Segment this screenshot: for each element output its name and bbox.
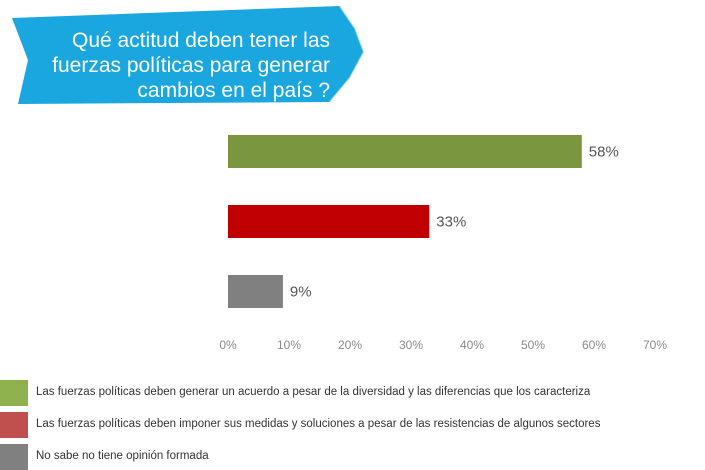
bar-chart: 58% 33% 9% 0% 10% 20% 30% 40% 50% 60% 70% bbox=[219, 135, 667, 352]
data-label-2: 33% bbox=[436, 214, 466, 231]
legend-swatch-green bbox=[0, 380, 28, 406]
title-banner bbox=[12, 5, 366, 104]
data-label-1: 58% bbox=[589, 144, 619, 161]
bar-3 bbox=[228, 275, 283, 308]
title-line-3: cambios en el país ? bbox=[137, 79, 330, 102]
x-tick-label: 50% bbox=[521, 338, 545, 352]
x-tick-label: 0% bbox=[219, 338, 237, 352]
title-line-2: fuerzas políticas para generar bbox=[52, 54, 330, 77]
x-tick-label: 70% bbox=[643, 338, 667, 352]
chart-title: Qué actitud deben tener las fuerzas polí… bbox=[40, 28, 330, 103]
x-tick-label: 10% bbox=[277, 338, 301, 352]
bar-1 bbox=[228, 135, 582, 168]
legend-label: Las fuerzas políticas deben imponer sus … bbox=[36, 418, 601, 430]
title-line-1: Qué actitud deben tener las bbox=[71, 29, 330, 52]
banner-shape bbox=[12, 6, 364, 104]
legend-swatch-gray bbox=[0, 444, 28, 470]
x-tick-label: 40% bbox=[460, 338, 484, 352]
legend-label: Las fuerzas políticas deben generar un a… bbox=[36, 386, 591, 398]
x-tick-label: 60% bbox=[582, 338, 606, 352]
data-label-3: 9% bbox=[290, 284, 312, 301]
bar-2 bbox=[228, 205, 430, 238]
legend-item-no-sabe: No sabe no tiene opinión formada bbox=[0, 444, 705, 470]
legend-item-acuerdo: Las fuerzas políticas deben generar un a… bbox=[0, 380, 705, 406]
legend-item-imponer: Las fuerzas políticas deben imponer sus … bbox=[0, 412, 705, 438]
x-tick-label: 30% bbox=[399, 338, 423, 352]
legend-label: No sabe no tiene opinión formada bbox=[36, 450, 209, 462]
banner-edge-stroke bbox=[329, 5, 366, 103]
x-tick-label: 20% bbox=[338, 338, 362, 352]
legend-swatch-red bbox=[0, 412, 28, 438]
